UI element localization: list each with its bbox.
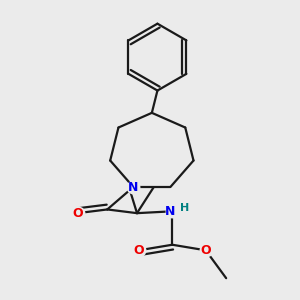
Text: N: N [128, 181, 139, 194]
Text: O: O [134, 244, 144, 257]
Text: O: O [200, 244, 211, 257]
Text: H: H [180, 202, 189, 213]
Text: O: O [72, 207, 83, 220]
Text: N: N [165, 205, 176, 218]
